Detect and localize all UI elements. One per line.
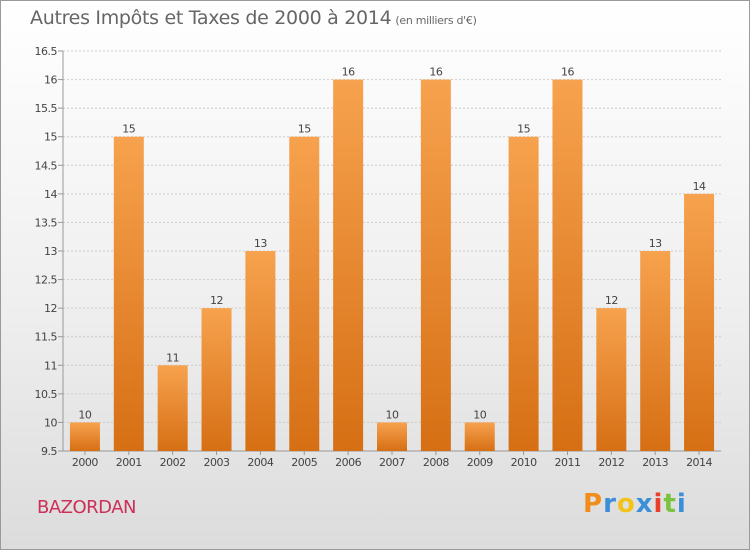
y-tick-label: 9.5 [41, 445, 57, 458]
bar-2003 [201, 308, 232, 451]
y-tick-label: 15 [44, 131, 57, 144]
x-tick-label-2005: 2005 [291, 456, 317, 469]
y-tick-label: 11 [44, 359, 57, 372]
bar-2012 [596, 308, 627, 451]
y-tick-label: 13 [44, 245, 57, 258]
logo-letter: i [653, 489, 664, 519]
x-tick-label-2011: 2011 [554, 456, 580, 469]
y-tick-label: 12.5 [35, 274, 58, 287]
y-tick-label: 11.5 [35, 331, 58, 344]
bar-2014 [684, 193, 715, 451]
data-label-2012: 12 [605, 294, 618, 307]
bar-2000 [69, 422, 100, 451]
data-label-2007: 10 [386, 408, 399, 421]
x-tick-label-2000: 2000 [72, 456, 98, 469]
logo-letter: t [663, 489, 677, 519]
bar-2009 [464, 422, 495, 451]
data-label-2013: 13 [649, 237, 662, 250]
data-label-2003: 12 [210, 294, 223, 307]
x-tick-label-2001: 2001 [116, 456, 142, 469]
y-tick-label: 14 [44, 188, 57, 201]
logo-letter: o [616, 489, 636, 519]
bar-2006 [333, 79, 364, 452]
y-tick-label: 12 [44, 302, 57, 315]
x-tick-label-2002: 2002 [160, 456, 186, 469]
x-tick-label-2008: 2008 [423, 456, 449, 469]
x-tick-label-2014: 2014 [686, 456, 712, 469]
data-label-2008: 16 [429, 66, 442, 79]
data-label-2009: 10 [473, 408, 486, 421]
bar-2007 [377, 422, 407, 451]
y-tick-label: 16.5 [35, 45, 58, 58]
bar-2002 [157, 365, 188, 451]
data-label-2010: 15 [517, 123, 530, 136]
data-label-2004: 13 [254, 237, 267, 250]
x-tick-label-2003: 2003 [204, 456, 230, 469]
x-tick-label-2007: 2007 [379, 456, 405, 469]
data-label-2011: 16 [561, 66, 574, 79]
y-tick-label: 16 [44, 74, 57, 87]
commune-name: BAZORDAN [37, 497, 137, 518]
bar-2001 [113, 136, 144, 451]
data-label-2006: 16 [342, 66, 355, 79]
chart-subtitle: (en milliers d'€) [395, 14, 477, 27]
logo-letter: r [603, 489, 617, 519]
chart-title-text: Autres Impôts et Taxes de 2000 à 2014 [30, 7, 392, 29]
y-tick-label: 15.5 [35, 102, 58, 115]
bar-2013 [640, 251, 671, 451]
x-tick-label-2004: 2004 [247, 456, 273, 469]
chart-title: Autres Impôts et Taxes de 2000 à 2014 (en… [30, 7, 477, 29]
data-label-2000: 10 [78, 408, 91, 421]
logo-letter: i [676, 489, 687, 519]
bar-2005 [289, 136, 320, 451]
logo-letter: x [635, 489, 654, 519]
x-tick-label-2006: 2006 [335, 456, 361, 469]
y-tick-label: 14.5 [35, 159, 58, 172]
bar-2004 [245, 251, 276, 451]
bar-2010 [508, 136, 539, 451]
logo-letter: P [583, 489, 604, 519]
data-label-2005: 15 [298, 123, 311, 136]
y-tick-label: 10.5 [35, 388, 58, 401]
data-label-2001: 15 [122, 123, 135, 136]
x-tick-label-2009: 2009 [467, 456, 493, 469]
bar-2011 [552, 79, 583, 452]
y-tick-label: 10 [44, 416, 57, 429]
x-tick-label-2013: 2013 [642, 456, 668, 469]
data-label-2002: 11 [166, 351, 179, 364]
proxiti-logo[interactable]: Proxiti [583, 489, 687, 519]
y-tick-label: 13.5 [35, 216, 58, 229]
bar-2008 [420, 79, 451, 452]
data-label-2014: 14 [693, 180, 706, 193]
x-tick-label-2010: 2010 [511, 456, 537, 469]
x-tick-label-2012: 2012 [598, 456, 624, 469]
